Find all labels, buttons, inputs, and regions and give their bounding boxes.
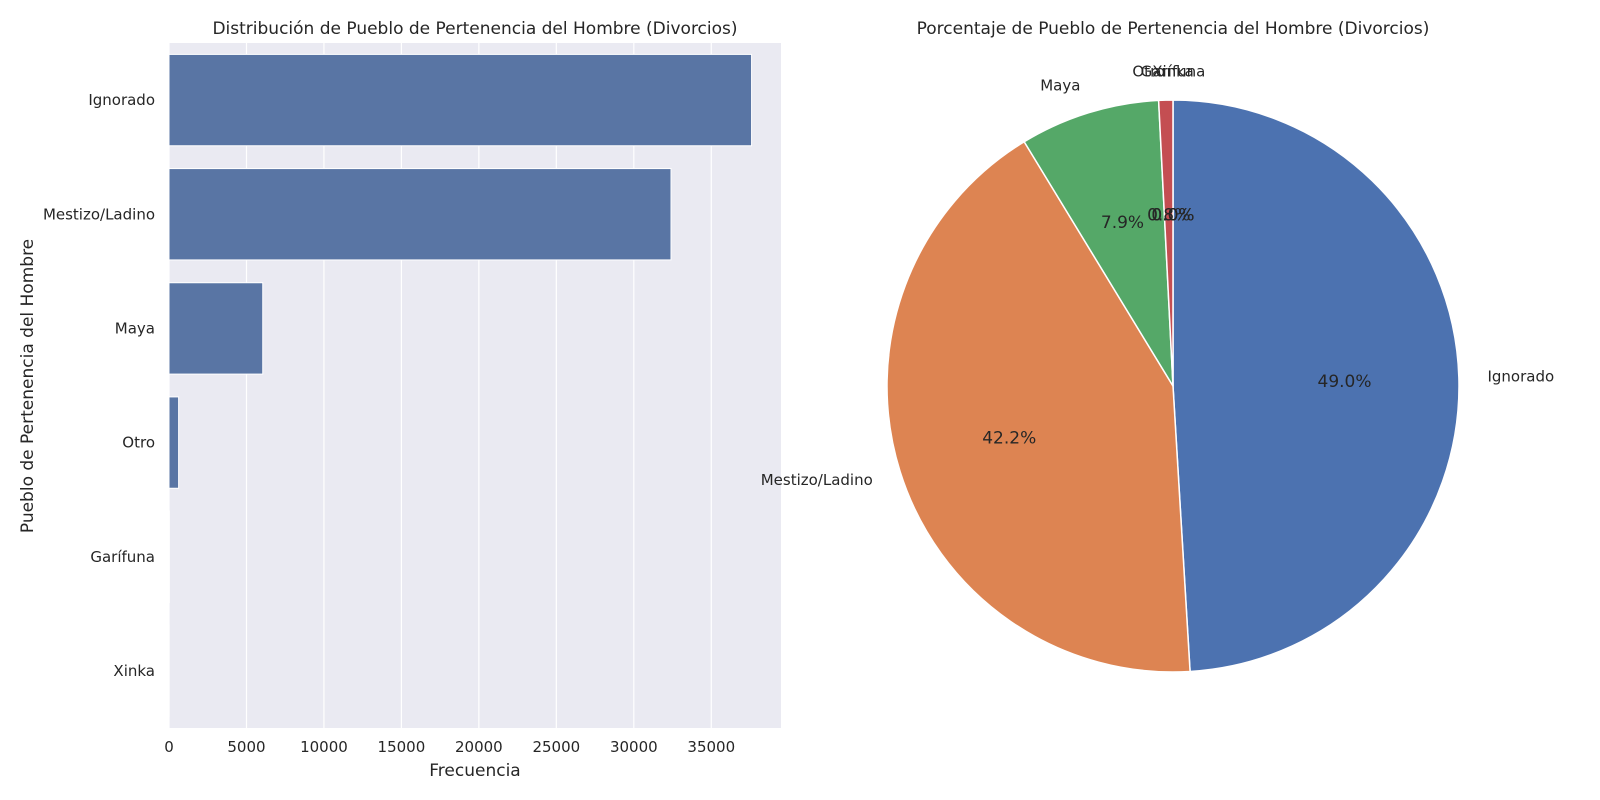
pie-percent-ignorado: 49.0%: [1318, 372, 1372, 392]
bar-ignorado: [168, 53, 753, 147]
pie-label-garifuna: Garífuna: [1141, 62, 1206, 80]
pie-chart-percent-labels: 49.0%42.2%7.9% 0.8%0.0%0.0%: [982, 205, 1371, 448]
pie-label-xinka: Xinka: [1152, 62, 1194, 80]
x-tick-label: 20000: [455, 738, 503, 756]
bar-chart-y-ticks: Ignorado Mestizo/Ladino Maya Otro Garífuna Xi…: [43, 91, 155, 680]
pie-percent-otro: 0.8%: [1147, 205, 1190, 225]
x-tick-label: 0: [164, 738, 174, 756]
x-tick-label: 30000: [610, 738, 658, 756]
y-tick-label: Mestizo/Ladino: [43, 205, 155, 223]
pie-percent-maya: 7.9%: [1101, 213, 1144, 233]
pie-percent-xinka: 0.0%: [1151, 205, 1194, 225]
bar-otro: [168, 396, 180, 489]
pie-label-otro: Otro: [1132, 62, 1165, 80]
pie-slice-maya: [1023, 99, 1174, 387]
pie-slice-ignorado: [1172, 99, 1460, 673]
bar-chart-bars: [168, 53, 753, 718]
bar-maya: [168, 282, 264, 375]
pie-label-mestizo-ladino: Mestizo/Ladino: [761, 471, 873, 489]
y-tick-label: Maya: [115, 319, 155, 337]
x-tick-label: 35000: [687, 738, 735, 756]
y-tick-label: Otro: [122, 434, 155, 452]
pie-label-maya: Maya: [1040, 76, 1080, 94]
bar-chart-x-ticks: 0 5000 10000 15000 20000 25000 30000 35000: [164, 738, 735, 756]
bar-chart: Distribución de Pueblo de Pertenencia de…: [18, 19, 781, 781]
x-tick-label: 25000: [532, 738, 580, 756]
bar-chart-grid: [168, 43, 712, 728]
x-tick-label: 15000: [378, 738, 426, 756]
bar-chart-axes-background: [169, 43, 781, 728]
bar-chart-y-label: Pueblo de Pertenencia del Hombre: [18, 239, 38, 533]
pie-chart-title: Porcentaje de Pueblo de Pertenencia del …: [917, 19, 1430, 39]
y-tick-label: Garífuna: [90, 548, 155, 566]
y-tick-label: Ignorado: [88, 91, 155, 109]
x-tick-label: 5000: [227, 738, 265, 756]
bar-chart-title: Distribución de Pueblo de Pertenencia de…: [212, 19, 737, 39]
pie-chart-labels: Ignorado Mestizo/Ladino Maya OtroGarífunaXi…: [761, 62, 1554, 489]
pie-percent-garifuna: 0.0%: [1151, 205, 1194, 225]
bar-chart-x-label: Frecuencia: [429, 761, 520, 781]
x-tick-label: 10000: [300, 738, 348, 756]
bar-mestizo-ladino: [168, 168, 672, 261]
pie-percent-mestizo-ladino: 42.2%: [982, 428, 1036, 448]
pie-label-ignorado: Ignorado: [1487, 368, 1554, 386]
pie-slice-mestizo-ladino: [886, 141, 1191, 673]
pie-slice-otro: [1157, 99, 1174, 387]
pie-chart-slices: [886, 99, 1460, 673]
y-tick-label: Xinka: [113, 662, 155, 680]
pie-chart: Porcentaje de Pueblo de Pertenencia del …: [761, 19, 1554, 673]
